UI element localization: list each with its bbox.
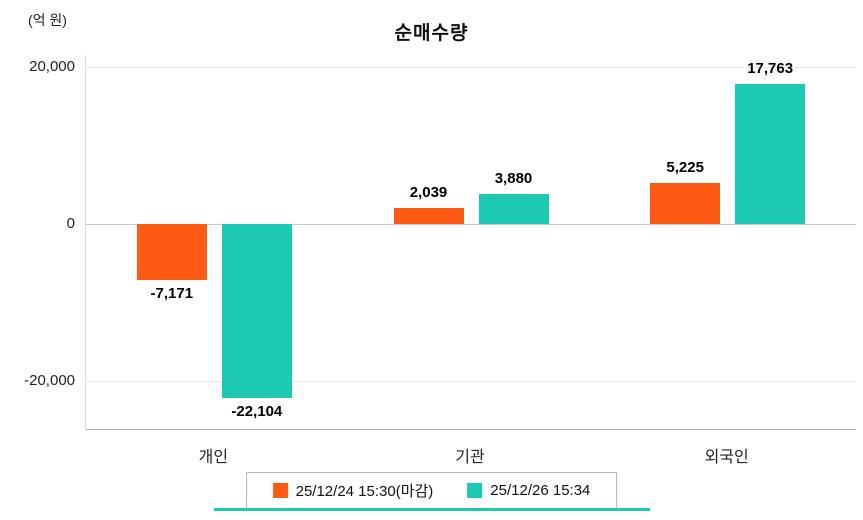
legend-item: 25/12/24 15:30(마감) xyxy=(272,480,434,501)
bar-series0-cat0 xyxy=(136,224,207,281)
bar-series1-cat0 xyxy=(221,224,292,398)
y-tick-label: 0 xyxy=(66,215,75,233)
bar-series1-cat2 xyxy=(735,84,806,225)
legend-label: 25/12/26 15:34 xyxy=(490,482,591,499)
gridline xyxy=(86,66,856,68)
legend: 25/12/24 15:30(마감) 25/12/26 15:34 xyxy=(245,472,618,509)
category-label: 외국인 xyxy=(704,449,749,466)
y-tick-label: 20,000 xyxy=(29,57,75,75)
gridline xyxy=(86,381,856,383)
legend-swatch-icon xyxy=(272,483,288,498)
bar-series0-cat1 xyxy=(393,207,464,224)
legend-item: 25/12/26 15:34 xyxy=(467,482,590,499)
bar-value-label: 3,880 xyxy=(494,169,533,187)
category-label: 개인 xyxy=(198,449,229,466)
legend-swatch-icon xyxy=(467,483,483,498)
bar-series1-cat1 xyxy=(478,193,549,225)
y-axis-unit-label: (억 원) xyxy=(28,12,67,28)
legend-label: 25/12/24 15:30(마감) xyxy=(295,483,434,500)
y-tick-label: -20,000 xyxy=(24,372,75,390)
bar-value-label: 5,225 xyxy=(666,158,704,176)
chart-title: 순매수량 xyxy=(394,23,469,44)
bar-series0-cat2 xyxy=(650,182,721,224)
zero-gridline xyxy=(86,224,856,226)
plot-area: -7,171 2,039 5,225 -22,104 3,880 17,763 xyxy=(85,55,856,430)
bar-value-label: 17,763 xyxy=(747,60,794,78)
x-axis-line xyxy=(86,429,856,430)
legend-accent-line xyxy=(213,508,650,511)
bar-value-label: -22,104 xyxy=(231,402,283,420)
category-label: 기관 xyxy=(455,449,485,466)
bar-value-label: -7,171 xyxy=(150,285,194,303)
bar-value-label: 2,039 xyxy=(409,183,448,201)
